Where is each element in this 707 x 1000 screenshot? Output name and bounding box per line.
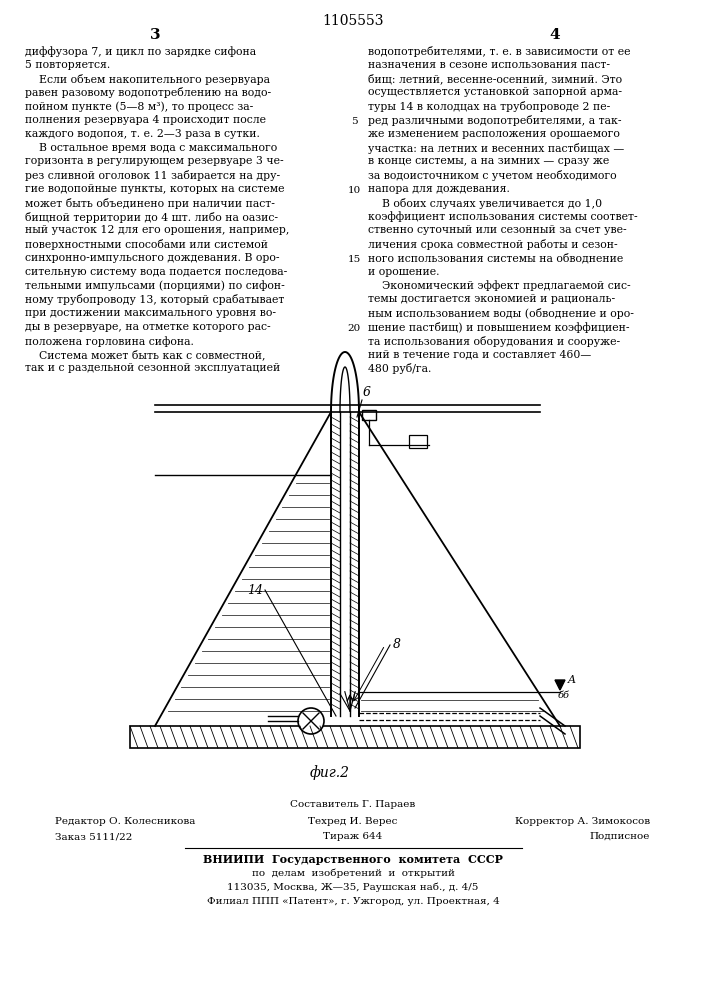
Text: A: A <box>568 675 576 685</box>
Text: Корректор А. Зимокосов: Корректор А. Зимокосов <box>515 817 650 826</box>
Text: В обоих случаях увеличивается до 1,0: В обоих случаях увеличивается до 1,0 <box>368 198 602 209</box>
Text: осуществляется установкой запорной арма-: осуществляется установкой запорной арма- <box>368 87 622 97</box>
Text: Составитель Г. Параев: Составитель Г. Параев <box>291 800 416 809</box>
Text: Подписное: Подписное <box>590 832 650 841</box>
Text: та использования оборудования и сооруже-: та использования оборудования и сооруже- <box>368 336 620 347</box>
Text: так и с раздельной сезонной эксплуатацией: так и с раздельной сезонной эксплуатацие… <box>25 363 280 373</box>
Text: Тираж 644: Тираж 644 <box>323 832 382 841</box>
Text: туры 14 в колодцах на трубопроводе 2 пе-: туры 14 в колодцах на трубопроводе 2 пе- <box>368 101 610 112</box>
Text: коэффициент использования системы соответ-: коэффициент использования системы соотве… <box>368 212 638 222</box>
Text: ВНИИПИ  Государственного  комитета  СССР: ВНИИПИ Государственного комитета СССР <box>203 854 503 865</box>
Text: 5: 5 <box>351 117 357 126</box>
Text: 113035, Москва, Ж—35, Раушская наб., д. 4/5: 113035, Москва, Ж—35, Раушская наб., д. … <box>228 883 479 892</box>
Text: б: б <box>563 690 569 700</box>
Text: и орошение.: и орошение. <box>368 267 440 277</box>
Text: Если объем накопительного резервуара: Если объем накопительного резервуара <box>25 74 270 85</box>
Text: 4: 4 <box>549 28 561 42</box>
Text: фиг.2: фиг.2 <box>310 765 350 780</box>
Text: ный участок 12 для его орошения, например,: ный участок 12 для его орошения, наприме… <box>25 225 289 235</box>
Text: 14: 14 <box>247 584 263 596</box>
Text: 3: 3 <box>150 28 160 42</box>
Text: водопотребителями, т. е. в зависимости от ее: водопотребителями, т. е. в зависимости о… <box>368 46 631 57</box>
Text: диффузора 7, и цикл по зарядке сифона: диффузора 7, и цикл по зарядке сифона <box>25 46 256 57</box>
Text: положена горловина сифона.: положена горловина сифона. <box>25 336 194 347</box>
Text: ды в резервуаре, на отметке которого рас-: ды в резервуаре, на отметке которого рас… <box>25 322 271 332</box>
Bar <box>130 726 580 748</box>
Text: Экономический эффект предлагаемой сис-: Экономический эффект предлагаемой сис- <box>368 281 631 291</box>
Text: же изменением расположения орошаемого: же изменением расположения орошаемого <box>368 129 620 139</box>
Text: ний в течение года и составляет 460—: ний в течение года и составляет 460— <box>368 350 591 360</box>
Text: Техред И. Верес: Техред И. Верес <box>308 817 397 826</box>
Text: Редактор О. Колесникова: Редактор О. Колесникова <box>55 817 195 826</box>
Text: личения срока совместной работы и сезон-: личения срока совместной работы и сезон- <box>368 239 618 250</box>
Text: ному трубопроводу 13, который срабатывает: ному трубопроводу 13, который срабатывае… <box>25 294 284 305</box>
Text: сительную систему вода подается последова-: сительную систему вода подается последов… <box>25 267 287 277</box>
Text: 5 повторяется.: 5 повторяется. <box>25 60 110 70</box>
Text: гие водопойные пункты, которых на системе: гие водопойные пункты, которых на систем… <box>25 184 284 194</box>
Text: бищной территории до 4 шт. либо на оазис-: бищной территории до 4 шт. либо на оазис… <box>25 212 278 223</box>
Text: участка: на летних и весенних пастбищах —: участка: на летних и весенних пастбищах … <box>368 143 624 154</box>
Text: ным использованием воды (обводнение и оро-: ным использованием воды (обводнение и ор… <box>368 308 634 319</box>
Text: в конце системы, а на зимних — сразу же: в конце системы, а на зимних — сразу же <box>368 156 609 166</box>
Circle shape <box>298 708 324 734</box>
Text: темы достигается экономией и рациональ-: темы достигается экономией и рациональ- <box>368 294 615 304</box>
Text: 6: 6 <box>363 385 371 398</box>
Text: 15: 15 <box>347 255 361 264</box>
Text: горизонта в регулирующем резервуаре 3 че-: горизонта в регулирующем резервуаре 3 че… <box>25 156 284 166</box>
Text: бищ: летний, весенне-осенний, зимний. Это: бищ: летний, весенне-осенний, зимний. Эт… <box>368 74 622 84</box>
Text: ного использования системы на обводнение: ного использования системы на обводнение <box>368 253 624 264</box>
Text: ственно суточный или сезонный за счет уве-: ственно суточный или сезонный за счет ув… <box>368 225 626 235</box>
Polygon shape <box>555 680 565 690</box>
Text: по  делам  изобретений  и  открытий: по делам изобретений и открытий <box>252 869 455 879</box>
Text: 20: 20 <box>347 324 361 333</box>
Text: за водоисточником с учетом необходимого: за водоисточником с учетом необходимого <box>368 170 617 181</box>
Text: ред различными водопотребителями, а так-: ред различными водопотребителями, а так- <box>368 115 621 126</box>
Bar <box>362 410 376 420</box>
Text: Система может быть как с совместной,: Система может быть как с совместной, <box>25 350 266 360</box>
Text: назначения в сезоне использования паст-: назначения в сезоне использования паст- <box>368 60 610 70</box>
Text: 10: 10 <box>347 186 361 195</box>
Bar <box>409 435 427 448</box>
Text: 8: 8 <box>393 639 401 652</box>
Text: напора для дождевания.: напора для дождевания. <box>368 184 510 194</box>
Text: тельными импульсами (порциями) по сифон-: тельными импульсами (порциями) по сифон- <box>25 281 285 291</box>
Text: рез сливной оголовок 11 забирается на дру-: рез сливной оголовок 11 забирается на др… <box>25 170 280 181</box>
Text: равен разовому водопотреблению на водо-: равен разовому водопотреблению на водо- <box>25 87 271 98</box>
Text: В остальное время вода с максимального: В остальное время вода с максимального <box>25 143 277 153</box>
Text: синхронно-импульсного дождевания. В оро-: синхронно-импульсного дождевания. В оро- <box>25 253 279 263</box>
Text: шение пастбищ) и повышением коэффициен-: шение пастбищ) и повышением коэффициен- <box>368 322 629 333</box>
Text: б: б <box>558 690 564 700</box>
Text: Филиал ППП «Патент», г. Ужгород, ул. Проектная, 4: Филиал ППП «Патент», г. Ужгород, ул. Про… <box>206 897 499 906</box>
Text: Заказ 5111/22: Заказ 5111/22 <box>55 832 132 841</box>
Text: полнения резервуара 4 происходит после: полнения резервуара 4 происходит после <box>25 115 266 125</box>
Text: может быть объединено при наличии паст-: может быть объединено при наличии паст- <box>25 198 275 209</box>
Text: 480 руб/га.: 480 руб/га. <box>368 363 431 374</box>
Text: пойном пункте (5—8 м³), то процесс за-: пойном пункте (5—8 м³), то процесс за- <box>25 101 253 112</box>
Text: при достижении максимального уровня во-: при достижении максимального уровня во- <box>25 308 276 318</box>
Text: поверхностными способами или системой: поверхностными способами или системой <box>25 239 268 250</box>
Text: 1105553: 1105553 <box>322 14 384 28</box>
Text: каждого водопоя, т. е. 2—3 раза в сутки.: каждого водопоя, т. е. 2—3 раза в сутки. <box>25 129 260 139</box>
